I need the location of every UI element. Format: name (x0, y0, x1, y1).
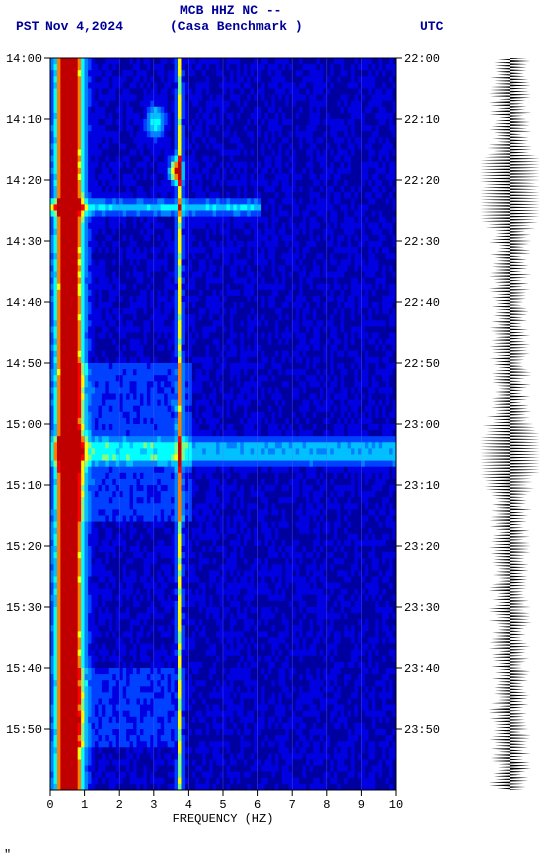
x-tick-label: 1 (81, 798, 88, 812)
y-left-tick-label: 15:10 (6, 479, 42, 493)
y-right-tick-label: 22:10 (404, 113, 440, 127)
y-left-tick-label: 14:30 (6, 235, 42, 249)
x-tick-label: 6 (254, 798, 261, 812)
y-left-tick-label: 14:10 (6, 113, 42, 127)
x-tick-label: 4 (185, 798, 192, 812)
y-right-tick-label: 22:20 (404, 174, 440, 188)
x-tick-label: 8 (323, 798, 330, 812)
spectrogram-figure: 0 1 2 3 4 5 6 7 8 9 10 FREQUENCY (HZ) 14:00 14:10 14:2… (0, 0, 552, 864)
y-right-tick-label: 23:30 (404, 601, 440, 615)
y-right-tick-label: 23:10 (404, 479, 440, 493)
y-left-tick-label: 14:20 (6, 174, 42, 188)
y-right-tick-label: 22:00 (404, 52, 440, 66)
x-tick-label: 3 (150, 798, 157, 812)
left-timezone-label: PST (16, 19, 40, 34)
y-left-tick-label: 15:50 (6, 723, 42, 737)
x-tick-label: 10 (389, 798, 403, 812)
y-right-tick-label: 22:40 (404, 296, 440, 310)
x-axis: 0 1 2 3 4 5 6 7 8 9 10 FREQUENCY (HZ) (46, 790, 403, 826)
x-tick-label: 0 (46, 798, 53, 812)
y-left-tick-label: 15:40 (6, 662, 42, 676)
x-tick-label: 2 (116, 798, 123, 812)
y-left-tick-label: 14:40 (6, 296, 42, 310)
site-label: (Casa Benchmark ) (170, 19, 303, 34)
y-left-tick-label: 15:00 (6, 418, 42, 432)
y-left-tick-label: 15:20 (6, 540, 42, 554)
y-left-tick-label: 14:00 (6, 52, 42, 66)
y-right-tick-label: 23:00 (404, 418, 440, 432)
waveform-trace (480, 58, 540, 790)
y-right-tick-label: 22:50 (404, 357, 440, 371)
y-left-tick-label: 15:30 (6, 601, 42, 615)
station-label: MCB HHZ NC -- (180, 3, 281, 18)
y-axis-left: 14:00 14:10 14:20 14:30 14:40 14:50 15:00 15:10… (6, 52, 50, 737)
x-tick-label: 9 (358, 798, 365, 812)
x-tick-label: 5 (219, 798, 226, 812)
y-right-tick-label: 23:20 (404, 540, 440, 554)
footer-mark: " (4, 848, 11, 862)
date-label: Nov 4,2024 (45, 19, 123, 34)
y-right-tick-label: 22:30 (404, 235, 440, 249)
x-axis-label: FREQUENCY (HZ) (173, 812, 274, 826)
right-timezone-label: UTC (420, 19, 444, 34)
y-axis-right: 22:00 22:10 22:20 22:30 22:40 22:50 23:00 23:10… (396, 52, 440, 737)
y-right-tick-label: 23:50 (404, 723, 440, 737)
y-right-tick-label: 23:40 (404, 662, 440, 676)
x-tick-label: 7 (289, 798, 296, 812)
y-left-tick-label: 14:50 (6, 357, 42, 371)
